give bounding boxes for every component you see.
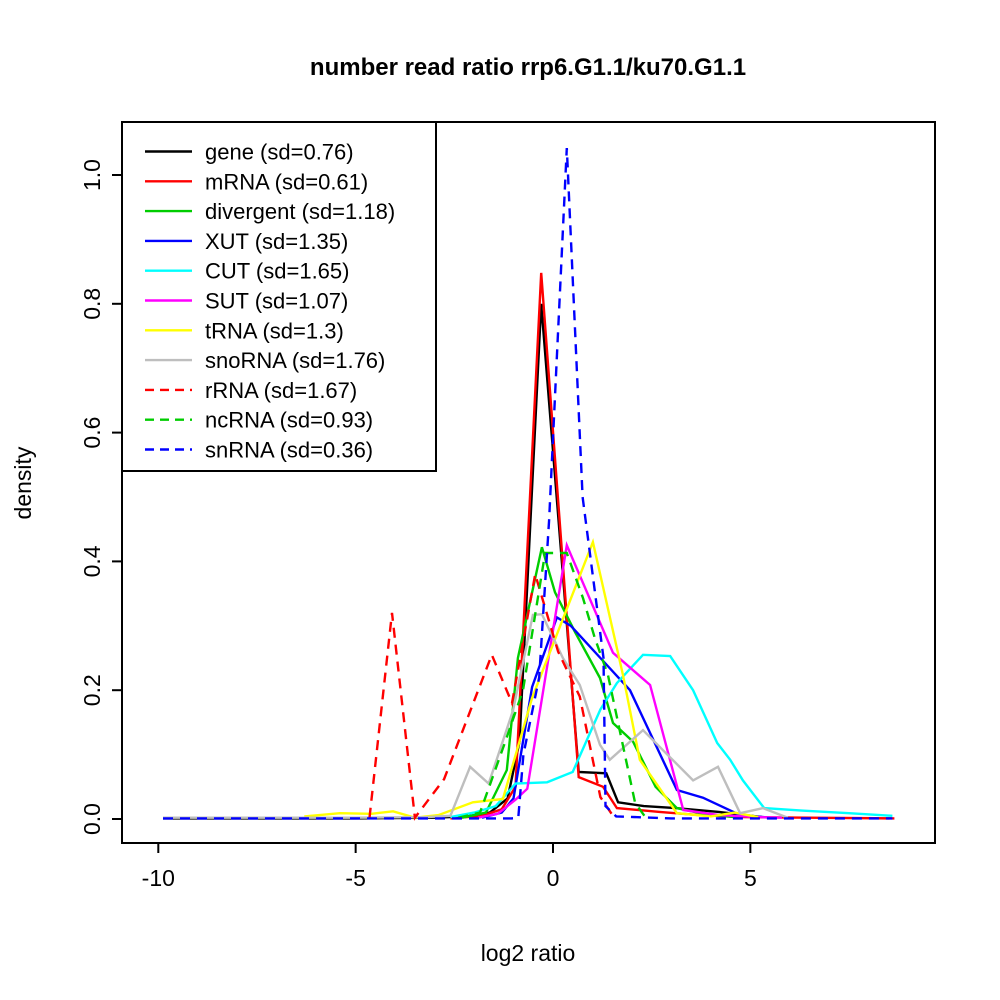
y-axis-label: density xyxy=(10,446,36,519)
y-tick-label: 1.0 xyxy=(79,159,105,191)
legend-item-tRNA: tRNA (sd=1.3) xyxy=(145,318,344,343)
legend-label-gene: gene (sd=0.76) xyxy=(205,140,354,165)
legend-item-rRNA: rRNA (sd=1.67) xyxy=(145,378,357,403)
legend-label-XUT: XUT (sd=1.35) xyxy=(205,229,348,254)
plot-title: number read ratio rrp6.G1.1/ku70.G1.1 xyxy=(310,54,746,81)
legend-label-rRNA: rRNA (sd=1.67) xyxy=(205,378,357,403)
series-line-rRNA xyxy=(368,573,616,821)
legend-label-CUT: CUT (sd=1.65) xyxy=(205,259,349,284)
legend-item-SUT: SUT (sd=1.07) xyxy=(145,289,348,314)
axes-layer: -10 -5 0 5 0.0 0.2 0.4 0.6 0.8 1.0 xyxy=(79,121,936,891)
legend-label-snRNA: snRNA (sd=0.36) xyxy=(205,438,373,463)
series-layer xyxy=(163,147,895,821)
series-line-SUT xyxy=(477,541,782,819)
legend-item-CUT: CUT (sd=1.65) xyxy=(145,259,349,284)
series-line-snRNA xyxy=(163,147,893,820)
legend-item-ncRNA: ncRNA (sd=0.93) xyxy=(145,408,373,433)
y-tick-label: 0.8 xyxy=(79,288,105,320)
plot-box xyxy=(121,121,936,844)
series-line-ncRNA xyxy=(458,551,647,819)
x-tick-label: 0 xyxy=(547,865,560,891)
legend-item-XUT: XUT (sd=1.35) xyxy=(145,229,348,254)
legend-label-tRNA: tRNA (sd=1.3) xyxy=(205,318,344,343)
series-line-tRNA xyxy=(304,538,759,819)
y-tick-label: 0.2 xyxy=(79,674,105,706)
series-line-XUT xyxy=(481,615,771,819)
x-tick-label: 5 xyxy=(744,865,757,891)
legend-item-snRNA: snRNA (sd=0.36) xyxy=(145,438,373,463)
legend-label-snoRNA: snoRNA (sd=1.76) xyxy=(205,348,385,373)
y-tick-label: 0.4 xyxy=(79,545,105,577)
legend-item-mRNA: mRNA (sd=0.61) xyxy=(145,169,368,194)
y-tick-label: 0.6 xyxy=(79,417,105,449)
legend-item-gene: gene (sd=0.76) xyxy=(145,140,354,165)
x-tick-label: -10 xyxy=(142,865,175,891)
y-tick-label: 0.0 xyxy=(79,803,105,835)
legend-item-snoRNA: snoRNA (sd=1.76) xyxy=(145,348,385,373)
series-line-CUT xyxy=(450,653,893,819)
legend-label-mRNA: mRNA (sd=0.61) xyxy=(205,169,368,194)
series-line-snoRNA xyxy=(163,612,789,819)
x-tick-label: -5 xyxy=(345,865,365,891)
series-line-divergent xyxy=(461,546,735,819)
x-axis-label: log2 ratio xyxy=(481,940,576,966)
legend-label-SUT: SUT (sd=1.07) xyxy=(205,289,348,314)
legend-layer: gene (sd=0.76) mRNA (sd=0.61) divergent (s… xyxy=(121,121,437,472)
legend-label-ncRNA: ncRNA (sd=0.93) xyxy=(205,408,373,433)
legend-label-divergent: divergent (sd=1.18) xyxy=(205,199,395,224)
series-line-mRNA xyxy=(450,272,895,820)
legend-item-divergent: divergent (sd=1.18) xyxy=(145,199,395,224)
